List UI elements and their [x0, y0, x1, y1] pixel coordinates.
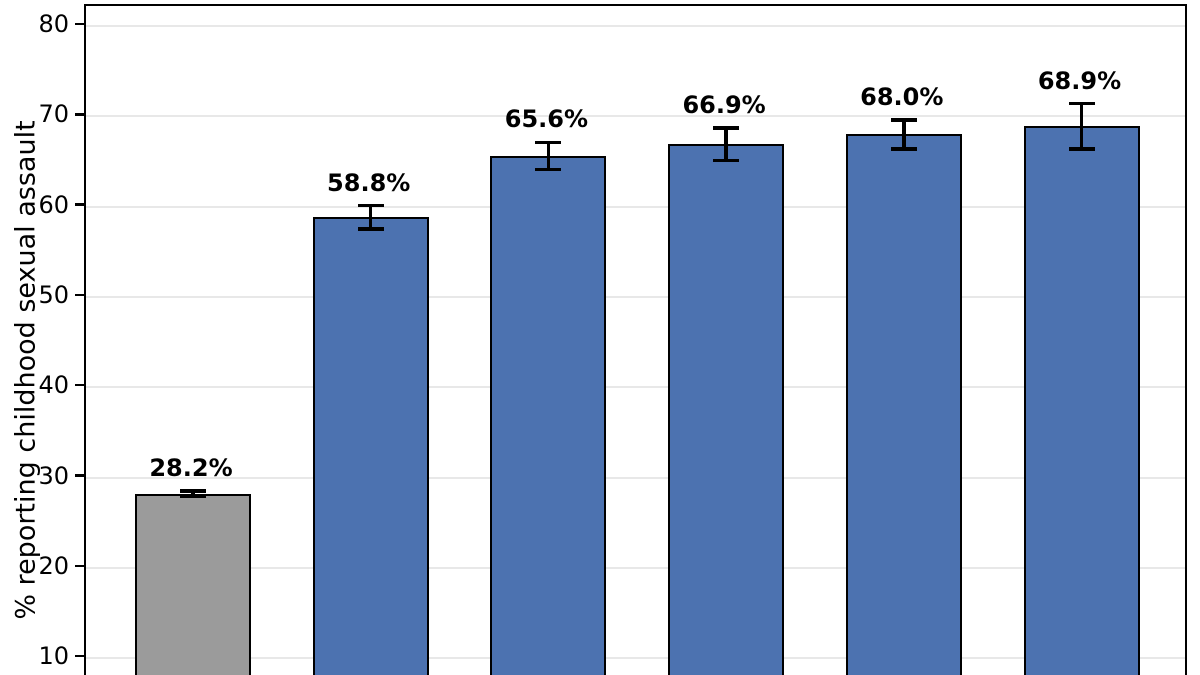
- bar-value-label: 68.9%: [1037, 66, 1122, 95]
- y-tick-label: 40: [38, 371, 69, 400]
- gridline: [86, 115, 1185, 118]
- error-bar: [1079, 103, 1084, 149]
- gridline: [86, 25, 1185, 27]
- y-tick: [75, 474, 84, 477]
- error-bar-cap: [1068, 147, 1095, 151]
- gridline: [86, 205, 1185, 208]
- bar-value-label: 28.2%: [149, 454, 233, 483]
- bar-value-label: 66.9%: [682, 91, 766, 120]
- y-tick-label: 80: [38, 10, 69, 38]
- bar: [1023, 126, 1140, 675]
- gridline: [86, 476, 1185, 479]
- error-bar-cap: [535, 167, 562, 172]
- y-tick: [75, 113, 84, 116]
- y-tick: [75, 654, 84, 658]
- error-bar-cap: [180, 494, 206, 499]
- y-tick-label: 30: [38, 461, 69, 490]
- gridline: [86, 386, 1185, 389]
- error-bar-cap: [713, 126, 740, 130]
- y-tick: [75, 203, 84, 206]
- bar-value-label: 68.0%: [860, 82, 944, 111]
- gridline: [86, 657, 1185, 660]
- bar: [312, 217, 429, 675]
- y-tick: [75, 564, 84, 568]
- error-bar: [191, 491, 195, 497]
- bar-value-label: 58.8%: [327, 168, 411, 197]
- y-tick-label: 60: [38, 190, 69, 219]
- error-bar-cap: [535, 140, 562, 145]
- error-bar-cap: [890, 147, 917, 151]
- y-tick-label: 70: [38, 100, 69, 129]
- error-bar-cap: [180, 489, 206, 493]
- error-bar-cap: [357, 203, 384, 208]
- error-bar-cap: [357, 227, 384, 231]
- gridline: [86, 295, 1185, 298]
- error-bar-cap: [713, 158, 740, 163]
- y-tick-label: 50: [38, 280, 69, 309]
- bar: [668, 144, 785, 675]
- error-bar: [724, 128, 728, 161]
- bar-value-label: 65.6%: [504, 105, 589, 134]
- y-tick: [75, 383, 84, 387]
- gridline: [86, 566, 1185, 569]
- error-bar-cap: [1068, 101, 1095, 106]
- error-bar: [368, 205, 373, 230]
- y-tick-label: 20: [38, 551, 69, 580]
- bar: [845, 134, 962, 675]
- error-bar: [902, 119, 906, 149]
- error-bar: [546, 142, 551, 170]
- plot-area: [84, 4, 1187, 675]
- y-tick-label: 10: [38, 642, 69, 671]
- bar: [135, 493, 251, 675]
- y-tick: [75, 22, 84, 26]
- error-bar-cap: [890, 118, 917, 122]
- y-tick: [75, 293, 84, 297]
- bar: [490, 156, 607, 675]
